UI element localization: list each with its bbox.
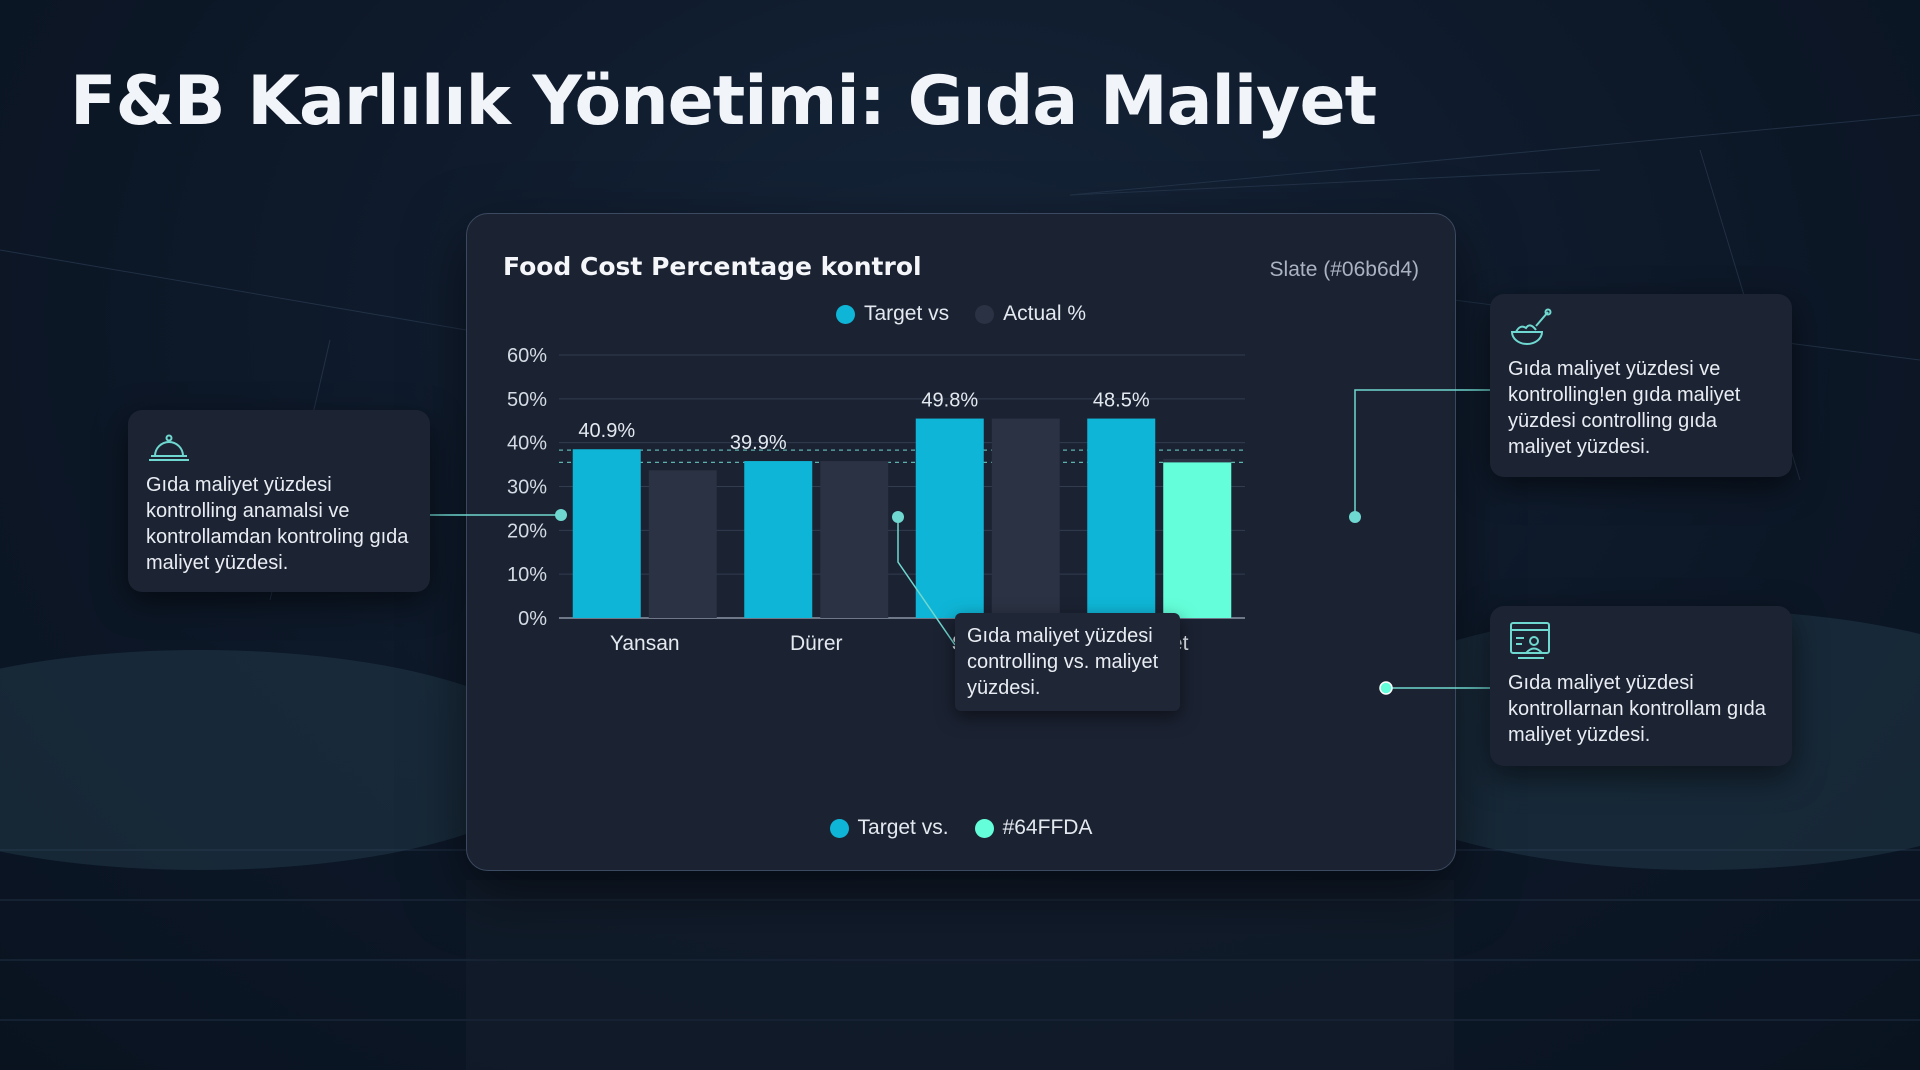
x-tick-label: Dürer: [790, 632, 843, 655]
y-tick-label: 50%: [507, 389, 547, 411]
callout-right-top: Gıda maliyet yüzdesi ve kontrolling!en g…: [1490, 294, 1792, 477]
chart-note: Slate (#06b6d4): [1269, 258, 1419, 281]
bar-highlight: [1163, 462, 1232, 618]
callout-right-bottom: Gıda maliyet yüzdesi kontrollarnan kontr…: [1490, 606, 1792, 766]
legend-bottom: Target vs. #64FFDA: [467, 816, 1455, 840]
page-title: F&B Karlılık Yönetimi: Gıda Maliyet: [70, 62, 1377, 141]
y-tick-label: 60%: [507, 345, 547, 367]
food-bowl-icon: [1510, 308, 1552, 345]
legend-label-actual: Actual %: [1003, 302, 1087, 325]
dashboard-user-icon: [1510, 622, 1550, 659]
bar-actual: [991, 418, 1060, 618]
y-tick-label: 10%: [507, 564, 547, 586]
bar-target: [1087, 418, 1156, 618]
legend-bottom-swatch-target: [829, 818, 849, 838]
legend-swatch-target: [835, 304, 855, 324]
callout-left-text: Gıda maliyet yüzdesi kontrolling anamals…: [146, 474, 409, 574]
cloche-icon: [149, 434, 189, 461]
bar-target: [915, 418, 984, 618]
legend-top: Target vs Actual %: [467, 302, 1455, 326]
chart-card: Food Cost Percentage kontrol Slate (#06b…: [466, 213, 1456, 871]
callout-right-top-text: Gıda maliyet yüzdesi ve kontrolling!en g…: [1508, 358, 1741, 458]
legend-bottom-label-target: Target vs.: [857, 816, 949, 839]
bar-target: [572, 449, 641, 618]
chart-title: Food Cost Percentage kontrol: [503, 252, 922, 281]
legend-bottom-item-highlight: #64FFDA: [974, 816, 1093, 840]
callout-mid: Gıda maliyet yüzdesi controlling vs. mal…: [955, 613, 1180, 711]
data-label: 49.8%: [921, 390, 978, 412]
y-tick-label: 20%: [507, 520, 547, 542]
data-label: 48.5%: [1093, 390, 1150, 412]
callout-mid-text: Gıda maliyet yüzdesi controlling vs. mal…: [967, 625, 1159, 699]
y-tick-label: 30%: [507, 477, 547, 499]
y-tick-label: 40%: [507, 433, 547, 455]
legend-label-target: Target vs: [863, 302, 950, 325]
data-label: 40.9%: [578, 420, 635, 442]
legend-item-target: Target vs: [835, 302, 950, 326]
callout-left: Gıda maliyet yüzdesi kontrolling anamals…: [128, 410, 430, 592]
bar-target: [744, 461, 813, 618]
bar-actual: [648, 470, 717, 618]
legend-bottom-swatch-highlight: [974, 818, 994, 838]
legend-bottom-label-highlight: #64FFDA: [1002, 816, 1093, 839]
x-tick-label: Yansan: [610, 632, 680, 655]
data-label: 39.9%: [730, 432, 787, 454]
y-tick-label: 0%: [518, 608, 547, 630]
legend-item-actual: Actual %: [975, 302, 1086, 326]
legend-swatch-actual: [975, 304, 995, 324]
legend-bottom-item-target: Target vs.: [829, 816, 949, 840]
bar-chart: 0% 10% 20% 30% 40% 50% 60% 40.9% Yansan 39.9% Düre…: [507, 345, 1245, 655]
bar-actual: [820, 461, 889, 618]
callout-right-bottom-text: Gıda maliyet yüzdesi kontrollarnan kontr…: [1508, 672, 1766, 746]
